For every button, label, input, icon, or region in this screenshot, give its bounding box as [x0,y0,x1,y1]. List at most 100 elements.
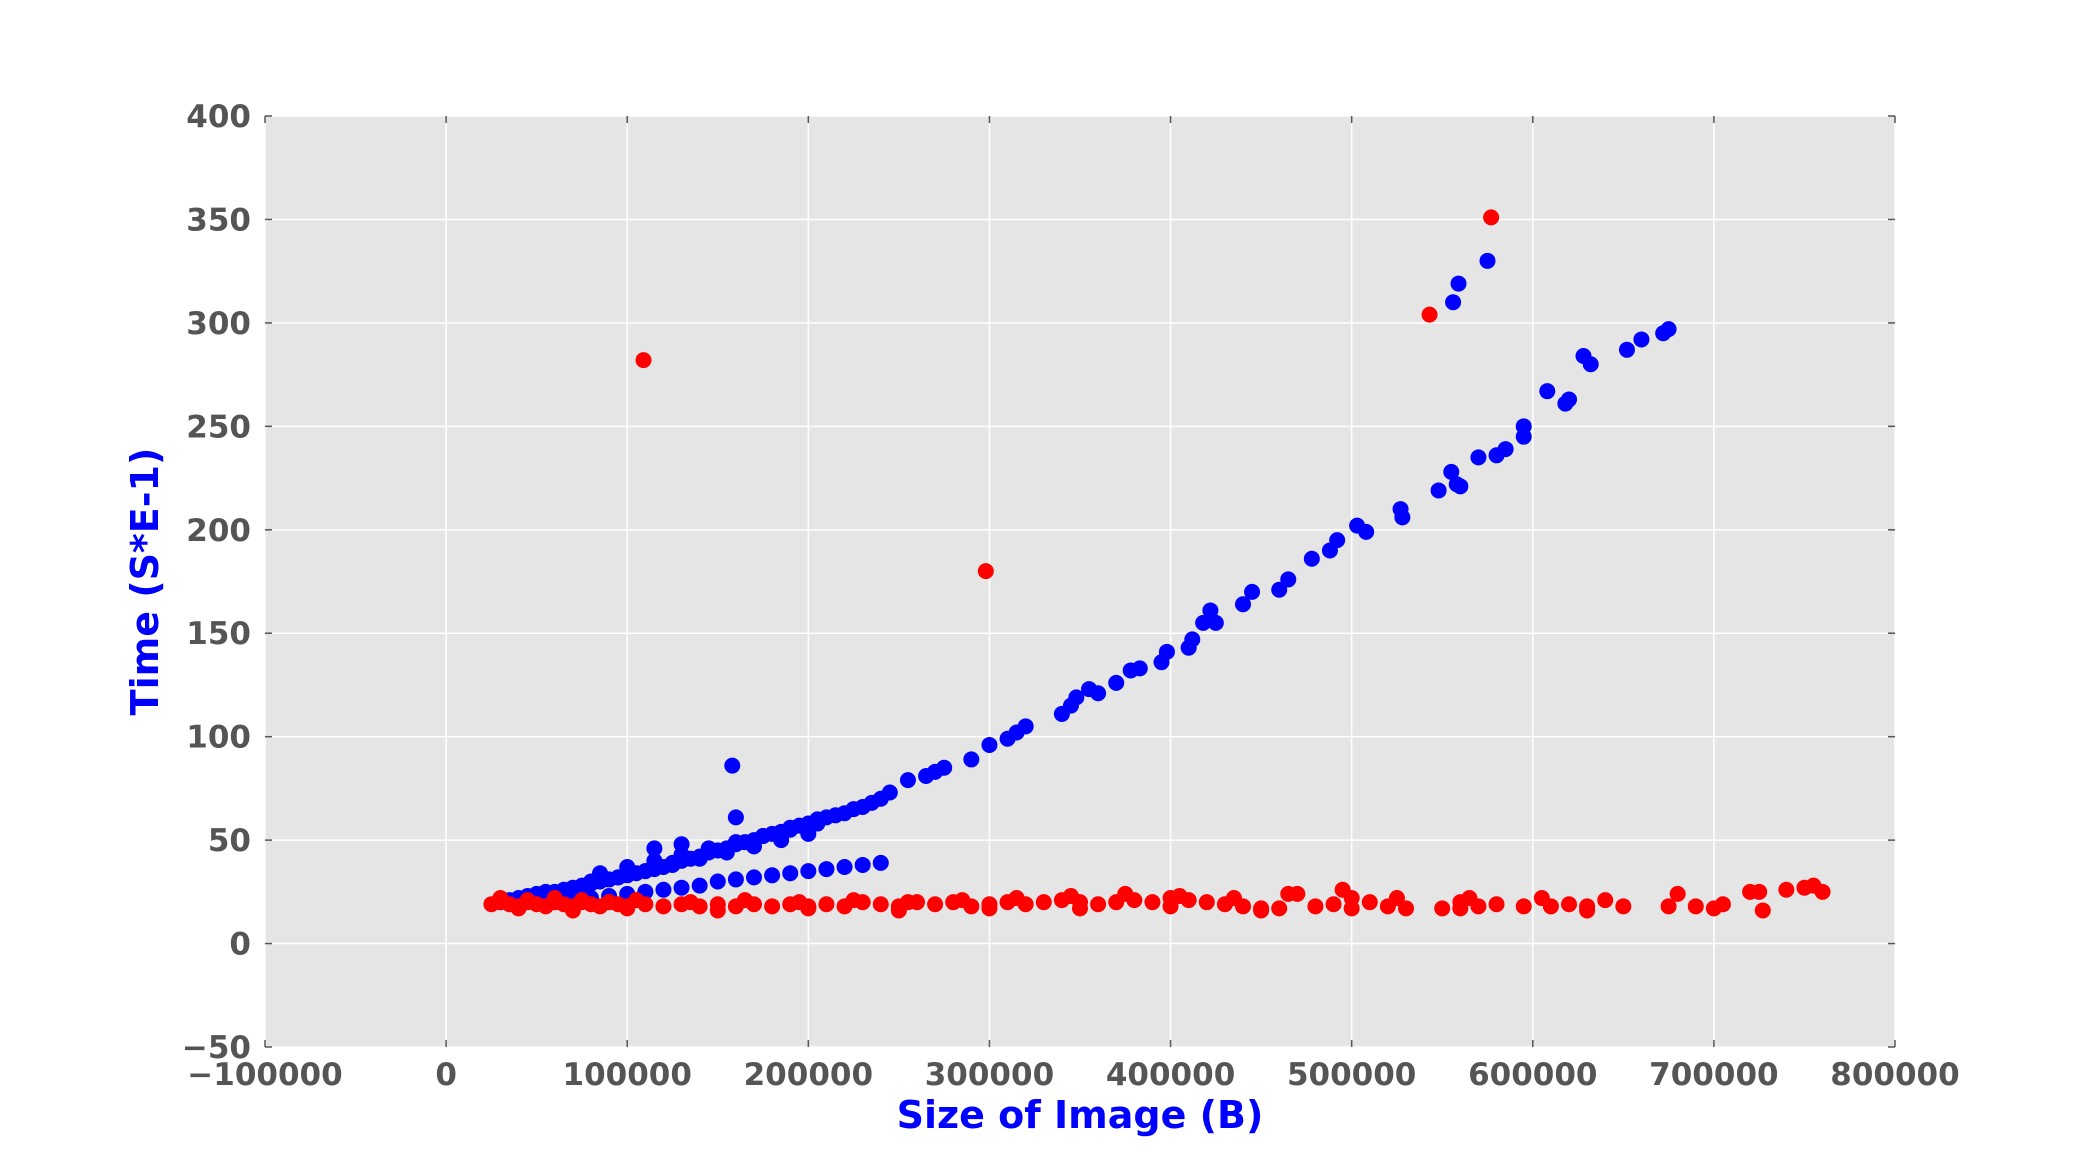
blue-data-point [1131,660,1148,677]
blue-data-point [1618,341,1635,358]
blue-data-point [646,840,663,857]
blue-data-point [1394,509,1411,526]
y-tick-label: 0 [229,927,251,963]
red-data-point [682,894,699,911]
red-data-point [1742,883,1759,900]
red-data-point [709,902,726,919]
x-tick-label: 300000 [925,1057,1054,1093]
red-data-point [1325,896,1342,913]
blue-data-point [1068,689,1085,706]
red-data-point [635,352,652,369]
red-data-point [764,898,781,915]
x-tick-label: −100000 [187,1057,342,1093]
red-data-point [1062,887,1079,904]
blue-data-point [1207,614,1224,631]
blue-data-point [1430,482,1447,499]
blue-data-point [963,751,980,768]
blue-data-point [981,736,998,753]
blue-data-point [1244,583,1261,600]
blue-data-point [872,854,889,871]
red-data-point [736,892,753,909]
blue-data-point [727,871,744,888]
red-data-point [1434,900,1451,917]
red-data-point [1561,896,1577,913]
blue-data-point [727,834,744,851]
blue-data-point [818,861,835,878]
red-data-point [564,902,581,919]
blue-data-point [718,844,735,861]
red-data-point [1754,902,1771,919]
red-data-point [1488,896,1505,913]
blue-data-point [1358,523,1375,540]
blue-data-point [637,863,654,880]
blue-data-point [709,873,726,890]
blue-data-point [1470,449,1487,466]
blue-data-point [1561,391,1577,408]
blue-data-point [764,867,781,884]
blue-data-point [809,815,826,832]
red-data-point [1008,890,1025,907]
blue-data-point [836,859,853,876]
x-tick-label: 800000 [1830,1057,1959,1093]
blue-data-point [619,859,636,876]
red-data-point [1343,900,1360,917]
blue-data-point [1479,252,1496,269]
red-data-point [1597,892,1614,909]
blue-data-point [854,856,871,873]
blue-data-point [1497,441,1514,458]
red-data-point [1307,898,1324,915]
blue-data-point [755,827,772,844]
red-data-point [1144,894,1161,911]
blue-data-point [899,772,916,789]
x-tick-label: 400000 [1106,1057,1235,1093]
red-data-point [1072,900,1088,917]
red-data-point [1280,885,1297,902]
blue-data-point [664,856,681,873]
red-data-point [1225,890,1242,907]
y-tick-label: 200 [186,513,251,549]
blue-data-point [1515,418,1532,435]
red-data-point [1162,898,1179,915]
y-tick-label: 300 [186,306,251,342]
red-data-point [1253,902,1270,919]
red-data-point [1483,209,1500,226]
blue-data-point [1443,463,1460,480]
red-data-point [1805,877,1822,894]
blue-data-point [1195,614,1212,631]
blue-data-point [673,836,690,853]
red-data-point [1660,898,1677,915]
grid-lines [264,115,1896,1048]
axis-ticks [264,115,1896,1048]
blue-data-point [1184,631,1201,648]
red-data-point [1090,896,1107,913]
blue-data-point [1445,294,1462,311]
y-tick-label: 100 [186,720,251,756]
red-data-point [1171,887,1188,904]
red-data-point [1669,885,1686,902]
red-data-point [1388,890,1405,907]
red-data-point [800,900,817,917]
y-tick-label: 250 [186,409,251,445]
red-data-point [1687,898,1704,915]
red-data-point [1533,890,1550,907]
red-data-point [1421,306,1438,323]
blue-data-point [782,865,799,882]
blue-data-point [1633,331,1650,348]
blue-data-point [1108,674,1125,691]
red-data-point [1117,885,1134,902]
blue-data-point [746,838,762,855]
y-tick-label: 400 [186,99,251,135]
red-data-point [981,900,998,917]
blue-data-point [592,865,609,882]
x-tick-label: 700000 [1649,1057,1778,1093]
x-tick-labels: −100000 0 100000 200000 300000 400000 500000 60… [187,1057,1959,1093]
blue-data-point [773,832,790,849]
blue-data-point [1271,581,1288,598]
blue-data-point [1582,356,1599,373]
red-data-point [1361,894,1378,911]
red-data-point [845,892,862,909]
red-data-point [927,896,944,913]
blue-data-point [1660,321,1677,338]
blue-data-point [724,757,741,774]
y-tick-label: 150 [186,616,251,652]
